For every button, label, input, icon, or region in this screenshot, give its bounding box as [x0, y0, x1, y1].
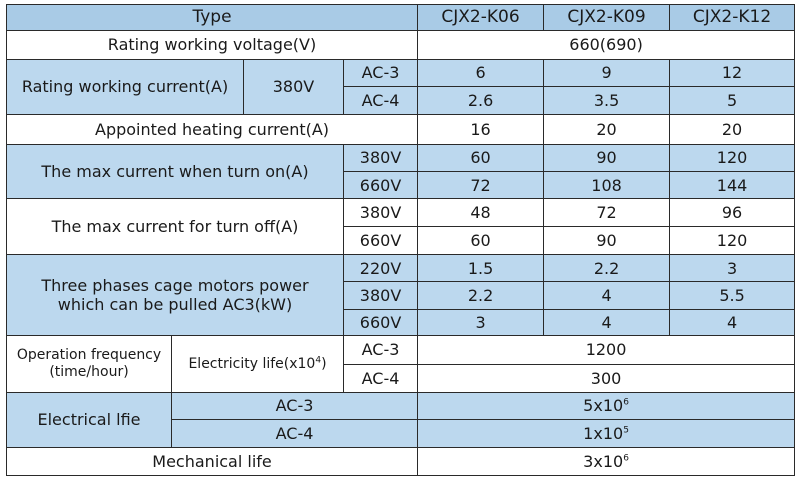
rating-current-voltage: 380V	[243, 58, 344, 116]
rating-current-value-k12-ac3: 12	[669, 58, 796, 88]
motor-power-value-k09-220: 2.2	[543, 254, 671, 283]
electrical-life-category-ac3: AC-3	[170, 391, 419, 421]
motor-power-row-660: 660V 3 4 4	[7, 308, 796, 337]
motor-power-voltage-380: 380V	[342, 281, 419, 310]
max-turn-off-value-k09-660: 90	[543, 225, 671, 256]
mechanical-life-exponent: 6	[623, 453, 629, 464]
max-turn-on-value-k06-380: 60	[417, 143, 545, 173]
max-turn-off-value-k12-380: 96	[669, 198, 796, 227]
operation-frequency-label: Operation frequency (time/hour)	[6, 335, 172, 393]
rating-voltage-value: 660(690)	[417, 30, 796, 60]
electrical-life-row-ac4: AC-4 1x105	[7, 419, 796, 448]
motor-power-value-k12-220: 3	[669, 254, 796, 283]
operation-frequency-row-ac3: Operation frequency (time/hour) Electric…	[6, 335, 796, 393]
heating-current-value-k09: 20	[543, 114, 671, 145]
max-turn-on-row-380: The max current when turn on(A) 380V 60 …	[6, 143, 796, 200]
max-turn-off-label: The max current for turn off(A)	[6, 198, 344, 256]
electrical-life-exponent-ac3: 6	[623, 398, 629, 409]
max-turn-off-voltage-380: 380V	[342, 198, 419, 227]
electrical-life-base-ac3: 5x10	[583, 396, 624, 416]
type-header: Type	[5, 3, 419, 32]
max-turn-on-value-k12-380: 120	[669, 143, 796, 173]
max-turn-on-value-k09-380: 90	[543, 143, 671, 173]
rating-current-value-k06-ac4: 2.6	[417, 86, 545, 116]
rating-current-category-ac4: AC-4	[342, 86, 419, 116]
motor-power-row-380: 380V 2.2 4 5.5	[7, 281, 796, 310]
electricity-life-exponent: 4	[315, 354, 322, 365]
motor-power-voltage-660: 660V	[342, 308, 419, 337]
electrical-life-base-ac4: 1x10	[583, 423, 624, 443]
model-header-k06: CJX2-K06	[417, 3, 545, 32]
motor-power-value-k06-220: 1.5	[417, 254, 545, 283]
electrical-life-value-ac3: 5x106	[417, 391, 796, 421]
rating-current-row-ac3: Rating working current(A) 380V AC-3 6 9 …	[6, 58, 796, 116]
rating-current-label: Rating working current(A)	[6, 58, 244, 116]
max-turn-off-row-660: 660V 60 90 120	[7, 225, 796, 256]
operation-frequency-label-line2: (time/hour)	[49, 364, 129, 381]
max-turn-on-label: The max current when turn on(A)	[6, 143, 344, 200]
electricity-life-label-text: Electricity life(x10	[188, 355, 316, 372]
max-turn-off-value-k09-380: 72	[543, 198, 671, 227]
max-turn-on-voltage-380: 380V	[342, 143, 419, 173]
heating-current-value-k06: 16	[417, 114, 545, 145]
electrical-life-label: Electrical lfie	[6, 391, 172, 448]
electrical-life-category-ac4: AC-4	[170, 419, 419, 448]
motor-power-value-k09-660: 4	[543, 308, 671, 337]
rating-current-row-ac4: AC-4 2.6 3.5 5	[7, 86, 796, 116]
electricity-life-label-close: )	[321, 355, 327, 372]
heating-current-label: Appointed heating current(A)	[5, 114, 419, 145]
max-turn-on-value-k06-660: 72	[417, 171, 545, 200]
motor-power-voltage-220: 220V	[342, 254, 419, 283]
rating-voltage-row: Rating working voltage(V) 660(690)	[5, 30, 796, 60]
rating-current-category-ac3: AC-3	[342, 58, 419, 88]
motor-power-row-220: Three phases cage motors power which can…	[6, 254, 796, 337]
electrical-life-exponent-ac4: 5	[623, 425, 629, 436]
max-turn-on-value-k09-660: 108	[543, 171, 671, 200]
motor-power-label-line1: Three phases cage motors power	[41, 275, 309, 295]
max-turn-off-value-k06-380: 48	[417, 198, 545, 227]
electrical-life-value-ac4: 1x105	[417, 419, 796, 448]
rating-current-value-k12-ac4: 5	[669, 86, 796, 116]
heating-current-row: Appointed heating current(A) 16 20 20	[5, 114, 796, 145]
motor-power-value-k06-380: 2.2	[417, 281, 545, 310]
rating-current-value-k06-ac3: 6	[417, 58, 545, 88]
max-turn-off-voltage-660: 660V	[342, 225, 419, 256]
spec-table: Type CJX2-K06 CJX2-K09 CJX2-K12 Rating w…	[5, 3, 796, 477]
mechanical-life-value: 3x106	[417, 446, 796, 477]
motor-power-label-line2: which can be pulled AC3(kW)	[57, 295, 293, 315]
motor-power-value-k12-660: 4	[669, 308, 796, 337]
max-turn-on-row-660: 660V 72 108 144	[7, 171, 796, 200]
model-header-k12: CJX2-K12	[669, 3, 796, 32]
rating-current-value-k09-ac4: 3.5	[543, 86, 671, 116]
max-turn-off-row-380: The max current for turn off(A) 380V 48 …	[6, 198, 796, 256]
motor-power-value-k12-380: 5.5	[669, 281, 796, 310]
operation-frequency-value-ac4: 300	[417, 363, 796, 393]
max-turn-off-value-k12-660: 120	[669, 225, 796, 256]
operation-frequency-category-ac4: AC-4	[342, 363, 419, 393]
header-row: Type CJX2-K06 CJX2-K09 CJX2-K12	[5, 3, 796, 32]
operation-frequency-row-ac4: AC-4 300	[7, 363, 796, 393]
operation-frequency-category-ac3: AC-3	[342, 335, 419, 365]
max-turn-on-voltage-660: 660V	[342, 171, 419, 200]
max-turn-on-value-k12-660: 144	[669, 171, 796, 200]
motor-power-value-k06-660: 3	[417, 308, 545, 337]
rating-voltage-label: Rating working voltage(V)	[5, 30, 419, 60]
operation-frequency-value-ac3: 1200	[417, 335, 796, 365]
motor-power-value-k09-380: 4	[543, 281, 671, 310]
max-turn-off-value-k06-660: 60	[417, 225, 545, 256]
model-header-k09: CJX2-K09	[543, 3, 671, 32]
mechanical-life-label: Mechanical life	[5, 446, 419, 477]
motor-power-label: Three phases cage motors power which can…	[6, 254, 344, 337]
electrical-life-row-ac3: Electrical lfie AC-3 5x106	[6, 391, 796, 448]
electricity-life-label: Electricity life(x104)	[171, 335, 344, 393]
heating-current-value-k12: 20	[669, 114, 796, 145]
rating-current-value-k09-ac3: 9	[543, 58, 671, 88]
mechanical-life-base: 3x10	[583, 451, 624, 471]
mechanical-life-row: Mechanical life 3x106	[5, 446, 796, 477]
operation-frequency-label-line1: Operation frequency	[16, 347, 162, 364]
